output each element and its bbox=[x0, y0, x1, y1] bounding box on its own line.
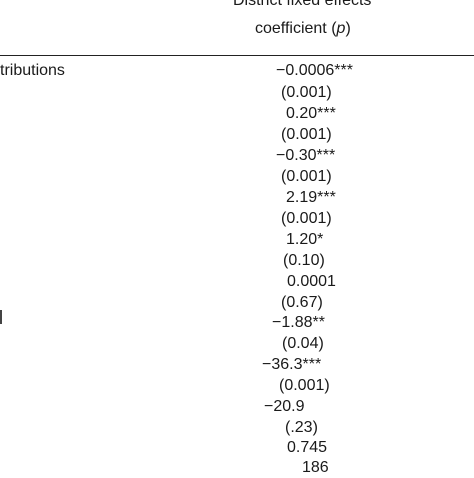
column-header-p-variable: p bbox=[336, 20, 346, 37]
table-cell: 2.19*** bbox=[286, 189, 336, 206]
table-cell: 1.20* bbox=[286, 231, 324, 248]
column-header-line2: coefficient (p) bbox=[255, 19, 351, 39]
table-cell: 186 bbox=[302, 459, 329, 476]
column-header-line1: District fixed effects bbox=[233, 0, 372, 9]
table-cell: (0.001) bbox=[281, 84, 332, 101]
table-cell: −20.9 bbox=[264, 398, 305, 415]
header-rule bbox=[0, 55, 474, 56]
table-cell: (0.001) bbox=[281, 210, 332, 227]
table-cell: (0.10) bbox=[283, 252, 325, 269]
table-cell: (0.001) bbox=[281, 126, 332, 143]
table-cell: (0.67) bbox=[281, 294, 323, 311]
table-cell: −36.3*** bbox=[262, 356, 322, 373]
table-cell: (0.04) bbox=[282, 335, 324, 352]
table-cell: (0.001) bbox=[279, 377, 330, 394]
table-cell: 0.0001 bbox=[287, 273, 336, 290]
table-cell: 0.20*** bbox=[286, 105, 336, 122]
row-label-contributions: tributions bbox=[0, 62, 65, 79]
column-header-line2-suffix: ) bbox=[345, 20, 351, 37]
table-cell: 0.745 bbox=[287, 439, 328, 456]
table-cell: −0.30*** bbox=[276, 147, 336, 164]
column-header-line2-prefix: coefficient ( bbox=[255, 20, 337, 37]
table-cell: (0.001) bbox=[281, 168, 332, 185]
table-cell: (.23) bbox=[285, 419, 318, 436]
table-cell: −1.88** bbox=[272, 314, 325, 331]
row-label-fragment bbox=[0, 310, 2, 324]
table-cell: −0.0006*** bbox=[276, 62, 353, 79]
